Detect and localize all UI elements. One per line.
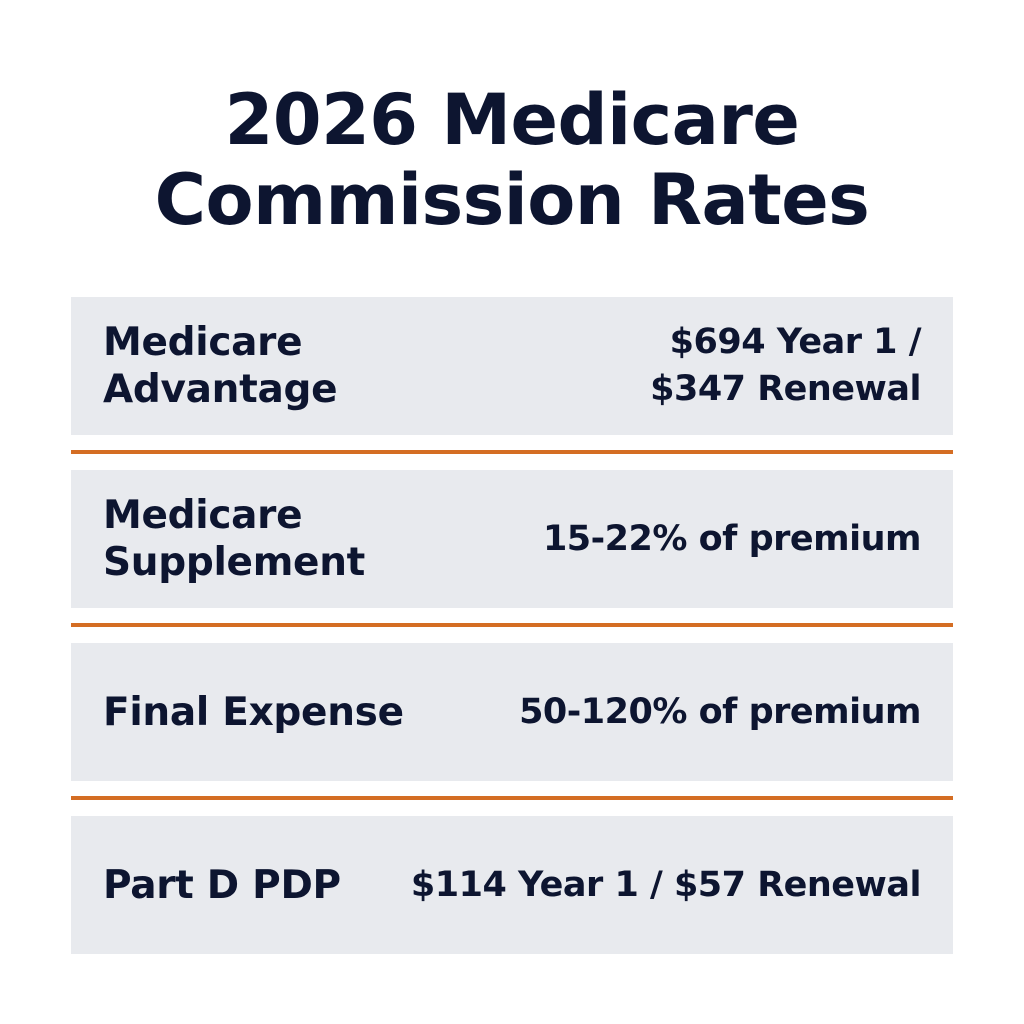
row-label-line: Advantage bbox=[103, 367, 338, 412]
row-value-line: 15-22% of premium bbox=[542, 518, 922, 559]
table-row-medicare-supplement: Medicare Supplement 15-22% of premium bbox=[71, 470, 953, 608]
row-label-line: Medicare bbox=[103, 320, 303, 365]
row-label: Part D PDP bbox=[103, 862, 341, 909]
table-row-final-expense: Final Expense 50-120% of premium bbox=[71, 643, 953, 781]
table-row-medicare-advantage: Medicare Advantage $694 Year 1 / $347 Re… bbox=[71, 297, 953, 435]
row-value: $694 Year 1 / $347 Renewal bbox=[650, 319, 921, 413]
row-label-line: Supplement bbox=[103, 540, 366, 585]
row-label: Medicare Supplement bbox=[103, 492, 365, 586]
title-line-2: Commission Rates bbox=[154, 159, 870, 241]
page-title: 2026 Medicare Commission Rates bbox=[0, 80, 1024, 240]
row-label-line: Medicare bbox=[103, 493, 303, 538]
row-label-line: Final Expense bbox=[103, 689, 404, 735]
row-value-line: $347 Renewal bbox=[650, 369, 921, 409]
row-value-line: $694 Year 1 / bbox=[669, 322, 922, 362]
row-value-line: $114 Year 1 / $57 Renewal bbox=[410, 864, 922, 905]
row-value: $114 Year 1 / $57 Renewal bbox=[410, 862, 922, 909]
row-label: Final Expense bbox=[103, 689, 404, 736]
row-value: 50-120% of premium bbox=[519, 689, 921, 736]
table-row-part-d-pdp: Part D PDP $114 Year 1 / $57 Renewal bbox=[71, 816, 953, 954]
title-line-1: 2026 Medicare bbox=[224, 79, 800, 161]
row-value: 15-22% of premium bbox=[542, 516, 922, 563]
row-value-line: 50-120% of premium bbox=[519, 691, 921, 732]
row-label-line: Part D PDP bbox=[103, 862, 341, 908]
commission-table: Medicare Advantage $694 Year 1 / $347 Re… bbox=[71, 297, 953, 954]
row-label: Medicare Advantage bbox=[103, 319, 338, 413]
row-divider bbox=[71, 796, 953, 800]
row-divider bbox=[71, 450, 953, 454]
row-divider bbox=[71, 623, 953, 627]
